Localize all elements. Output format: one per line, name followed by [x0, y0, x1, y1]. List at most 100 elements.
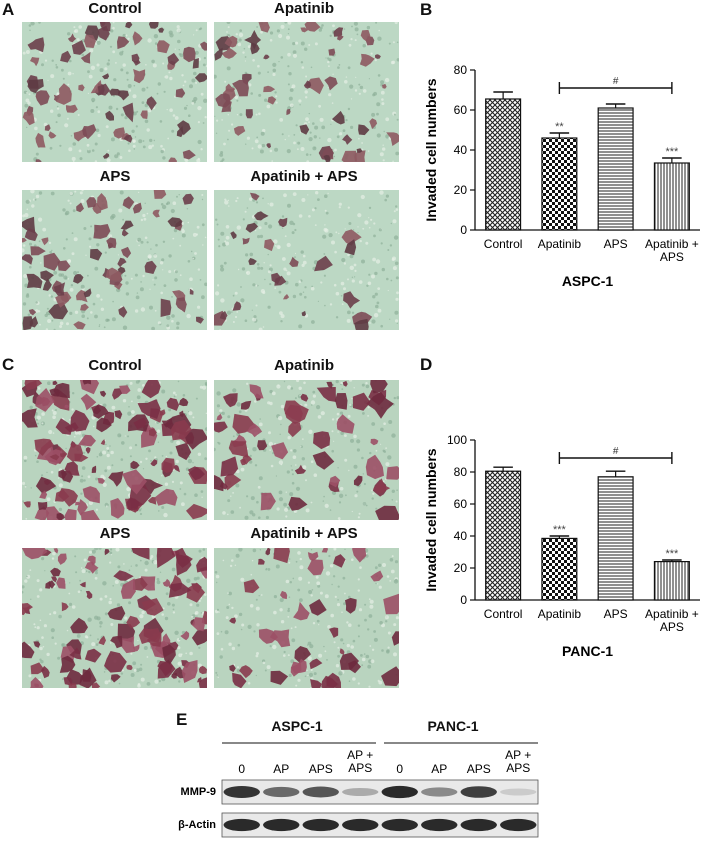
stained-cell — [130, 460, 140, 470]
y-tick-label: 0 — [460, 223, 467, 237]
stained-cell — [333, 27, 344, 37]
stained-cell — [271, 272, 282, 285]
stained-cell — [80, 51, 91, 64]
stained-cell — [58, 488, 78, 507]
stained-cell — [161, 633, 171, 645]
stained-cell — [69, 647, 82, 660]
stained-cell — [383, 593, 399, 615]
stained-cell — [333, 554, 346, 568]
stained-cell — [250, 192, 260, 201]
panel-letter-b: B — [420, 0, 433, 19]
stained-cell — [290, 661, 302, 677]
micrograph-c-apatinib — [214, 380, 399, 520]
stained-cell — [328, 48, 336, 56]
stained-cell — [126, 664, 133, 671]
stained-cell — [97, 83, 111, 96]
stained-cell — [119, 385, 131, 394]
blot-band — [263, 786, 300, 798]
micro-title-c-control: Control — [88, 357, 142, 374]
stained-cell — [35, 132, 46, 148]
stained-cell — [35, 388, 55, 412]
stained-cell — [53, 282, 66, 296]
stained-cell — [336, 414, 355, 434]
bar — [597, 476, 634, 601]
blot-band — [421, 818, 458, 832]
significance-label: *** — [553, 524, 567, 536]
stained-cell — [356, 148, 363, 153]
stained-cell — [70, 617, 88, 634]
stained-cell — [266, 143, 271, 149]
stained-cell — [186, 582, 205, 603]
stained-cell — [106, 237, 117, 249]
stained-cell — [22, 316, 34, 330]
stained-cell — [113, 127, 125, 139]
stained-cell — [341, 150, 357, 162]
stained-cell — [102, 73, 110, 80]
stained-cell — [244, 30, 262, 50]
stained-cell — [175, 548, 193, 568]
stained-cell — [162, 644, 176, 665]
stained-cell — [214, 475, 224, 492]
stained-cell — [187, 466, 205, 481]
stained-cell — [56, 512, 65, 520]
stained-cell — [112, 388, 122, 400]
stained-cell — [86, 197, 97, 208]
stained-cell — [27, 37, 45, 53]
stained-cell — [22, 110, 35, 126]
micrograph-a-aps — [22, 190, 207, 330]
stained-cell — [191, 617, 205, 632]
stained-cell — [30, 662, 45, 675]
panel-letter-d: D — [420, 355, 433, 374]
stained-cell — [91, 682, 101, 688]
blot-band — [460, 818, 497, 832]
stained-cell — [22, 641, 35, 659]
stained-cell — [229, 664, 236, 673]
blot-band — [342, 818, 379, 832]
stained-cell — [60, 50, 72, 63]
stained-cell — [271, 442, 289, 460]
stained-cell — [133, 69, 146, 84]
stained-cell — [55, 418, 73, 435]
stained-cell — [307, 551, 319, 562]
stained-cell — [64, 508, 77, 520]
stained-cell — [310, 679, 322, 688]
stained-cell — [344, 239, 357, 256]
stained-cell — [331, 110, 345, 125]
stained-cell — [148, 22, 159, 29]
lane-label: 0 — [396, 762, 403, 776]
x-tick-label: Apatinib — [538, 237, 582, 251]
stained-cell — [40, 270, 54, 282]
stained-cell — [370, 438, 379, 446]
panel-letter-a: A — [2, 0, 15, 19]
stained-cell — [96, 417, 112, 433]
stained-cell — [43, 252, 61, 271]
stained-cell — [97, 478, 105, 484]
stained-cell — [82, 669, 92, 682]
stained-cell — [309, 599, 327, 616]
stained-cell — [167, 217, 183, 228]
stained-cell — [258, 22, 270, 33]
stained-cell — [59, 655, 76, 673]
stained-cell — [82, 124, 97, 140]
panel-letter-c: C — [2, 355, 15, 374]
stained-cell — [278, 217, 288, 228]
y-tick-label: 20 — [454, 561, 468, 575]
stained-cell — [329, 475, 341, 488]
blot-group-panc1: PANC-1 — [427, 718, 479, 734]
stained-cell — [132, 577, 148, 591]
stained-cell — [150, 459, 158, 467]
stained-cell — [140, 110, 148, 119]
micro-title-a-apatinib: Apatinib — [274, 0, 334, 17]
stained-cell — [175, 88, 186, 98]
stained-cell — [85, 590, 93, 600]
stained-cell — [267, 96, 277, 105]
stained-cell — [144, 260, 157, 274]
stained-cell — [181, 660, 198, 683]
stained-cell — [80, 509, 100, 520]
stained-cell — [50, 567, 61, 577]
micrograph-c-control — [22, 380, 207, 520]
lane-label: APS — [309, 762, 333, 776]
stained-cell — [182, 193, 194, 205]
x-axis-label: PANC-1 — [562, 643, 613, 659]
stained-cell — [192, 58, 199, 69]
